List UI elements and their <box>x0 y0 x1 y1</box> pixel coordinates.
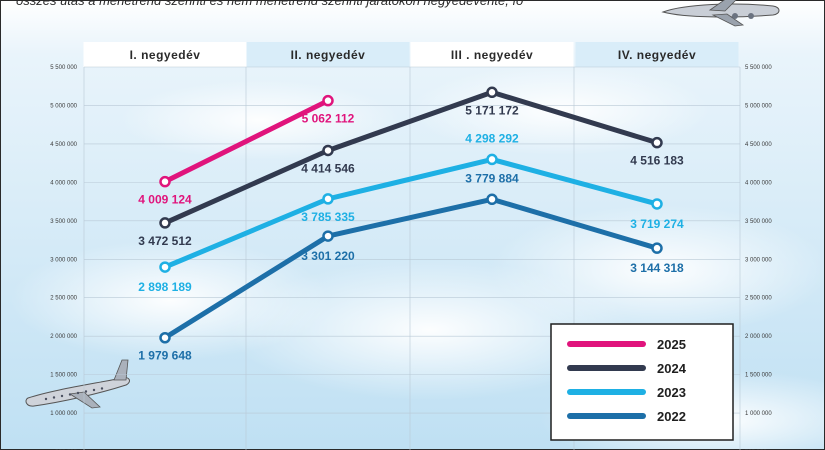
legend-label-2025: 2025 <box>657 337 686 352</box>
data-label-2022: 3 144 318 <box>630 261 684 275</box>
quarter-header-2 <box>246 42 410 67</box>
chart-subtitle: összes utas a menetrend szerinti és nem … <box>16 0 524 8</box>
series-line-2023 <box>162 156 660 270</box>
quarter-header-3 <box>410 42 574 67</box>
y-tick-label: 5 000 000 <box>745 103 772 109</box>
data-point-2023 <box>159 261 171 273</box>
data-point-2022 <box>651 242 663 254</box>
y-tick-label: 2 000 000 <box>50 334 77 340</box>
data-label-2023: 3 785 335 <box>301 210 355 224</box>
quarter-header-4 <box>575 42 739 67</box>
data-label-2022: 3 301 220 <box>301 249 355 263</box>
quarter-label: III . negyedév <box>451 48 533 62</box>
data-label-2022: 1 979 648 <box>138 349 192 363</box>
data-point-2025 <box>322 94 334 107</box>
y-tick-label: 5 500 000 <box>50 65 77 71</box>
grid-lines <box>83 66 741 450</box>
airplane-bottom-left-icon <box>25 359 130 409</box>
y-tick-label: 4 500 000 <box>745 142 772 148</box>
data-point-2022 <box>159 331 171 344</box>
data-label-2024: 3 472 512 <box>138 234 192 248</box>
y-tick-label: 5 000 000 <box>50 103 77 109</box>
quarter-label: IV. negyedév <box>618 48 696 62</box>
airplane-top-right-icon <box>661 0 780 27</box>
data-point-2025 <box>159 175 171 188</box>
y-tick-label: 4 000 000 <box>745 180 772 186</box>
legend-label-2024: 2024 <box>657 361 687 376</box>
data-label-2024: 5 171 172 <box>465 103 519 117</box>
y-tick-label: 3 000 000 <box>745 257 772 263</box>
data-label-2024: 4 414 546 <box>301 161 355 175</box>
y-tick-label: 4 000 000 <box>50 180 77 186</box>
y-tick-label: 3 500 000 <box>745 219 772 225</box>
data-label-2024: 4 516 183 <box>630 154 684 168</box>
legend-label-2022: 2022 <box>657 409 686 424</box>
series-line-2024 <box>162 89 660 226</box>
series-line-2025 <box>162 98 331 185</box>
y-tick-label: 4 500 000 <box>50 142 77 148</box>
series-2025: 4 009 124 5 062 112 <box>138 94 355 207</box>
data-point-2024 <box>159 217 171 229</box>
data-label-2022: 3 779 884 <box>465 171 519 185</box>
quarter-header-1 <box>83 42 247 67</box>
data-point-2022 <box>486 193 498 206</box>
series-2023: 2 898 189 3 785 335 4 298 292 3 719 274 <box>138 131 684 294</box>
data-point-2022 <box>322 230 334 242</box>
data-label-2025: 4 009 124 <box>138 193 192 207</box>
series-2024: 3 472 512 4 414 546 5 171 172 4 516 183 <box>138 86 684 248</box>
series-line-2022 <box>162 196 660 341</box>
y-tick-label: 2 500 000 <box>50 296 77 302</box>
y-tick-label: 3 500 000 <box>50 219 77 225</box>
y-tick-label: 1 000 000 <box>745 411 772 417</box>
y-tick-label: 2 000 000 <box>745 334 772 340</box>
y-tick-label: 3 000 000 <box>50 257 77 263</box>
y-tick-label: 1 500 000 <box>745 373 772 379</box>
data-point-2023 <box>651 198 663 210</box>
data-point-2024 <box>651 136 663 149</box>
data-point-2024 <box>322 144 334 157</box>
quarter-label: I. negyedév <box>130 48 201 62</box>
y-tick-label: 5 500 000 <box>745 65 772 71</box>
y-tick-label: 2 500 000 <box>745 296 772 302</box>
series-2022: 1 979 648 3 301 220 3 779 884 3 144 318 <box>138 171 684 362</box>
data-point-2023 <box>486 153 498 166</box>
data-point-2023 <box>322 193 334 205</box>
data-label-2023: 2 898 189 <box>138 280 192 294</box>
y-tick-label: 1 500 000 <box>50 373 77 379</box>
data-label-2023: 3 719 274 <box>630 217 684 231</box>
y-tick-label: 1 000 000 <box>50 411 77 417</box>
quarter-label: II. negyedév <box>291 48 366 62</box>
data-point-2024 <box>486 86 498 99</box>
legend: 2025 2024 2023 2022 <box>550 323 734 441</box>
legend-label-2023: 2023 <box>657 385 686 400</box>
quarter-headers: I. negyedév II. negyedév III . negyedév IV.… <box>83 42 739 67</box>
data-label-2023: 4 298 292 <box>465 131 519 145</box>
data-label-2025: 5 062 112 <box>302 112 355 126</box>
